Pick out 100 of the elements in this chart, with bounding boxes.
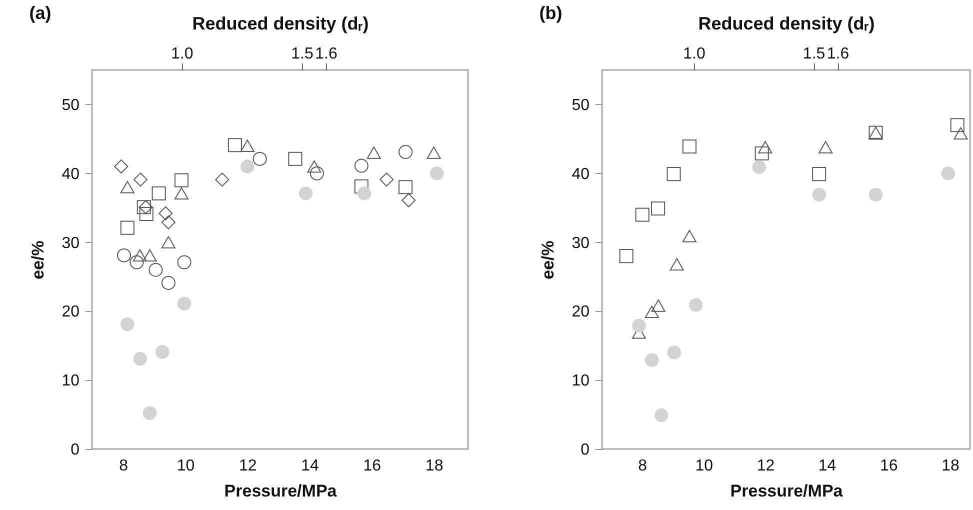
point: [177, 296, 192, 310]
x2-tick-label: 1.5: [291, 46, 314, 62]
point: [954, 127, 968, 140]
y-tick-label: 40: [62, 166, 80, 183]
point: [120, 181, 134, 194]
point: [950, 118, 964, 132]
point: [941, 166, 956, 180]
point: [689, 298, 703, 312]
point: [161, 215, 176, 230]
point: [354, 179, 368, 194]
point: [132, 249, 147, 262]
point: [682, 230, 696, 242]
point: [130, 255, 144, 270]
x2-axis-title: Reduced density (dᵣ): [698, 14, 875, 34]
point: [158, 206, 173, 220]
point: [635, 208, 650, 222]
y-tick-label: 0: [70, 442, 80, 458]
y-axis-title: ee/%: [28, 240, 48, 280]
point: [619, 249, 634, 264]
x2-tick-label: 1.6: [315, 46, 338, 62]
y-tick-label: 20: [62, 304, 80, 321]
point: [114, 159, 128, 174]
point: [632, 318, 646, 333]
y-tick-label: 30: [572, 234, 590, 252]
point: [142, 406, 157, 420]
point: [398, 180, 413, 194]
x-tick-label: 8: [638, 458, 648, 474]
x-tick-label: 10: [176, 458, 195, 474]
x-tick-label: 16: [880, 458, 898, 474]
point: [666, 167, 681, 182]
x-axis-title: Pressure/MPa: [224, 482, 338, 500]
point: [651, 201, 666, 216]
point: [310, 166, 324, 180]
point: [240, 160, 254, 174]
point: [152, 186, 166, 200]
point: [812, 188, 826, 202]
point: [120, 220, 134, 235]
x-tick-label: 14: [818, 458, 836, 474]
point: [288, 152, 302, 166]
y-tick-label: 0: [580, 442, 590, 458]
y-axis-title: ee/%: [538, 240, 558, 280]
chart-title: (a): [29, 3, 52, 23]
point: [670, 258, 684, 270]
point: [654, 408, 668, 422]
point: [228, 138, 242, 152]
point: [155, 344, 170, 359]
point: [240, 140, 254, 152]
x-tick-label: 10: [695, 458, 714, 474]
point: [174, 173, 189, 188]
point: [357, 186, 372, 200]
point: [116, 248, 132, 262]
point: [133, 352, 148, 366]
point: [307, 160, 322, 173]
point: [120, 317, 134, 332]
y-tick-label: 50: [62, 96, 80, 114]
point: [139, 207, 154, 222]
x2-tick-label: 1.0: [683, 46, 706, 62]
point: [812, 167, 826, 182]
x-tick-label: 18: [425, 458, 444, 474]
y-tick-label: 40: [572, 166, 590, 183]
point: [667, 346, 681, 360]
point: [380, 172, 394, 187]
point: [174, 187, 189, 200]
x-tick-label: 16: [363, 458, 382, 474]
point: [402, 193, 416, 208]
x2-tick-label: 1.0: [170, 46, 194, 62]
point: [298, 186, 313, 200]
point: [818, 141, 833, 154]
point: [161, 276, 176, 290]
point: [148, 262, 163, 277]
point: [366, 146, 381, 159]
y-tick-label: 50: [572, 96, 590, 114]
point: [752, 160, 766, 174]
point: [215, 172, 230, 187]
point: [644, 353, 659, 367]
point: [354, 158, 368, 173]
x-tick-label: 8: [119, 458, 128, 474]
x-tick-label: 12: [756, 458, 775, 474]
chart-title: (b): [539, 3, 562, 23]
x-axis-title: Pressure/MPa: [730, 482, 844, 500]
point: [868, 188, 883, 202]
y-tick-label: 20: [572, 304, 590, 321]
point: [252, 152, 267, 166]
point: [754, 146, 769, 160]
point: [161, 236, 176, 248]
point: [430, 166, 444, 180]
y-tick-label: 10: [62, 372, 80, 390]
x2-tick-label: 1.5: [802, 46, 826, 62]
point: [177, 255, 192, 270]
point: [651, 300, 666, 312]
x2-axis-title: Reduced density (dᵣ): [192, 14, 369, 34]
x-tick-label: 12: [238, 458, 257, 474]
point: [133, 172, 148, 187]
point: [142, 249, 157, 262]
x2-tick-label: 1.6: [826, 46, 850, 62]
x-tick-label: 18: [942, 458, 960, 474]
point: [682, 139, 696, 154]
point: [644, 306, 659, 318]
point: [758, 141, 772, 154]
x-tick-label: 14: [301, 458, 320, 474]
